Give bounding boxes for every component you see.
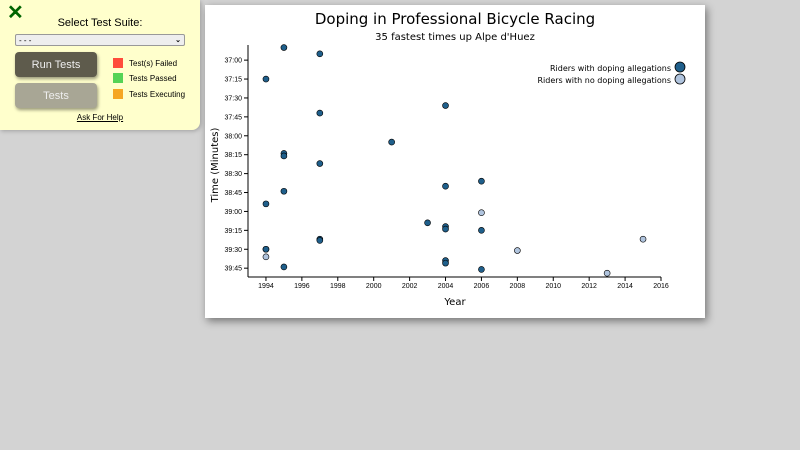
chart-subtitle: 35 fastest times up Alpe d'Huez: [375, 32, 535, 43]
executing-swatch: [113, 89, 123, 99]
y-tick-label: 38:00: [224, 133, 242, 140]
point-doping[interactable]: [424, 219, 431, 227]
x-tick-label: 1996: [294, 283, 310, 290]
passed-swatch: [113, 73, 123, 83]
x-tick-label: 2000: [366, 283, 382, 290]
legend: Riders with doping allegations Riders wi…: [537, 61, 686, 85]
x-tick-label: 2014: [617, 283, 633, 290]
point-doping[interactable]: [280, 187, 288, 195]
run-tests-button[interactable]: Run Tests: [15, 52, 97, 77]
legend-failed: Test(s) Failed: [113, 58, 177, 68]
y-tick-label: 37:45: [224, 114, 242, 121]
chart-card: Doping in Professional Bicycle Racing 35…: [205, 5, 705, 318]
point-doping[interactable]: [442, 259, 449, 267]
point-doping[interactable]: [478, 266, 485, 273]
point-doping[interactable]: [442, 182, 449, 190]
point-doping[interactable]: [388, 138, 395, 146]
tests-button[interactable]: Tests: [15, 83, 97, 108]
point-doping[interactable]: [316, 50, 324, 58]
x-tick-label: 1998: [330, 283, 346, 290]
legend-swatch-no-doping: [674, 73, 686, 85]
failed-label: Test(s) Failed: [129, 58, 178, 68]
point-doping[interactable]: [262, 75, 270, 83]
x-tick-label: 2002: [402, 283, 418, 290]
y-tick-label: 37:00: [224, 58, 242, 65]
y-axis: 37:00 37:15 37:30 37:45 38:00 38:15 38:30 38:45…: [224, 45, 249, 277]
suite-selected-value: - - -: [19, 35, 32, 45]
suite-label: Select Test Suite:: [57, 17, 143, 29]
legend-label-doping: Riders with doping allegations: [550, 64, 671, 73]
executing-label: Tests Executing: [129, 89, 186, 99]
point-doping[interactable]: [262, 200, 270, 208]
y-tick-label: 38:15: [224, 152, 242, 159]
y-tick-label: 39:00: [224, 209, 242, 216]
chevron-down-icon: ⌄: [175, 37, 181, 44]
point-doping[interactable]: [280, 44, 288, 51]
y-tick-label: 39:30: [224, 247, 242, 254]
x-tick-label: 2012: [581, 283, 597, 290]
point-doping[interactable]: [280, 152, 288, 160]
legend-passed: Tests Passed: [113, 73, 177, 83]
point-doping[interactable]: [316, 109, 324, 117]
point-no-doping[interactable]: [262, 253, 270, 261]
failed-swatch: [113, 58, 123, 68]
point-doping[interactable]: [478, 227, 485, 234]
y-tick-label: 39:45: [224, 266, 242, 273]
point-no-doping[interactable]: [639, 235, 647, 243]
chart-title: Doping in Professional Bicycle Racing: [315, 10, 595, 28]
x-tick-label: 2008: [510, 283, 526, 290]
point-doping[interactable]: [316, 160, 324, 167]
ask-for-help-link[interactable]: Ask For Help: [76, 113, 124, 122]
x-tick-label: 2016: [653, 283, 669, 290]
x-tick-label: 2004: [438, 283, 454, 290]
point-doping[interactable]: [478, 177, 485, 185]
y-tick-label: 38:45: [224, 190, 242, 197]
point-doping[interactable]: [442, 102, 449, 109]
x-tick-label: 2010: [545, 283, 561, 290]
y-tick-label: 38:30: [224, 171, 242, 178]
point-doping[interactable]: [442, 225, 449, 233]
point-doping[interactable]: [316, 237, 324, 244]
y-tick-label: 37:30: [224, 95, 242, 102]
x-axis: 1994 1996 1998 2000 2002 2004 2006 2008 2010 2012…: [248, 276, 669, 290]
legend-swatch-doping: [674, 61, 686, 73]
close-icon[interactable]: ✕: [7, 2, 24, 24]
test-suite-panel: ✕ Select Test Suite: - - - ⌄ Run Tests T…: [0, 0, 200, 130]
point-doping[interactable]: [262, 245, 270, 253]
y-tick-label: 39:15: [224, 228, 242, 235]
point-no-doping[interactable]: [514, 247, 521, 254]
x-tick-label: 1994: [258, 283, 274, 290]
point-no-doping[interactable]: [603, 269, 611, 277]
passed-label: Tests Passed: [129, 73, 177, 83]
x-tick-label: 2006: [474, 283, 490, 290]
legend-label-no-doping: Riders with no doping allegations: [537, 76, 671, 85]
data-points: [262, 44, 647, 277]
legend-executing: Tests Executing: [113, 89, 185, 99]
y-tick-label: 37:15: [224, 77, 242, 84]
x-axis-label: Year: [443, 297, 466, 308]
y-axis-label: Time (Minutes): [210, 127, 221, 203]
test-suite-select[interactable]: - - - ⌄: [15, 34, 185, 46]
point-no-doping[interactable]: [478, 209, 485, 216]
point-doping[interactable]: [280, 263, 288, 271]
scatter-chart: Doping in Professional Bicycle Racing 35…: [210, 10, 686, 308]
